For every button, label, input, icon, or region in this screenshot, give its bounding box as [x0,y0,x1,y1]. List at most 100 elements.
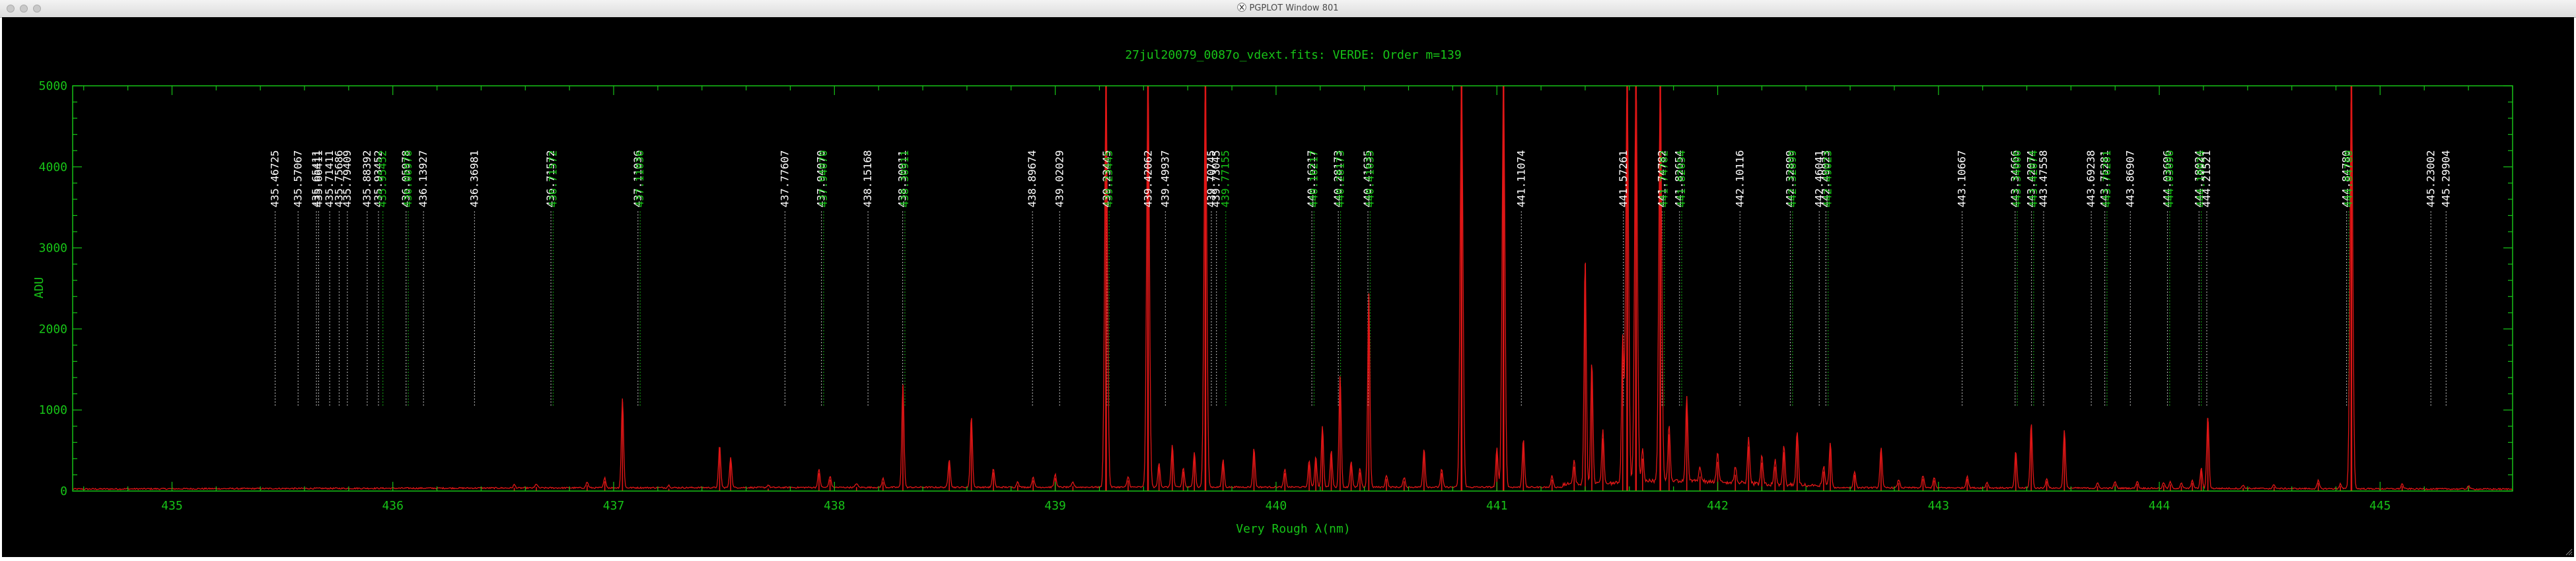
reference-line-label: 439.77155 [1219,150,1232,207]
reference-line-label: 443.10667 [1956,150,1968,207]
reference-line-label: 443.42074 [2025,150,2038,207]
reference-line-label: 443.42074 [2027,150,2040,207]
x-axis-label: Very Rough λ(nm) [1236,522,1350,536]
close-window-button[interactable] [7,5,15,13]
reference-line-label: 443.34666 [2011,150,2023,207]
spectrum-trace [72,85,2513,491]
reference-line-label: 443.76281 [2100,150,2113,207]
y-tick-label: 3000 [39,242,67,255]
reference-line-label: 437.94070 [815,150,828,207]
reference-line-label: 441.74782 [1658,150,1670,207]
reference-line-label: 444.18024 [2195,150,2207,207]
reference-line-label: 440.16217 [1305,150,1318,207]
window-titlebar: PGPLOT Window 801 [0,0,2576,18]
reference-line-label: 438.89674 [1026,150,1038,207]
reference-line-label: 437.11036 [631,150,644,207]
minimize-window-button[interactable] [20,5,28,13]
reference-line-label: 441.57261 [1617,150,1629,207]
window-title-area: PGPLOT Window 801 [0,0,2576,17]
x-tick-label: 439 [1044,499,1066,513]
reference-line-label: 438.15168 [861,150,874,207]
reference-line-label: 436.05978 [400,150,412,207]
reference-line-label: 442.46041 [1812,150,1825,207]
pgplot-canvas: 435 436 437 438 439 440 441 442 443 444 445 0 1000 20… [2,17,2574,557]
reference-line-label: 439.02029 [1053,150,1065,207]
reference-line-label: 443.75281 [2098,150,2111,207]
reference-line-label: 439.73045 [1210,150,1223,207]
reference-line-label: 444.21521 [2200,150,2213,207]
reference-line-label: 439.70745 [1205,150,1217,207]
x-tick-label: 441 [1486,499,1508,513]
reference-line-label: 441.11074 [1515,150,1527,207]
x-tick-label: 443 [1928,499,1950,513]
reference-line-label: 435.46725 [269,150,281,207]
reference-line-label: 438.30911 [898,150,911,207]
reference-line-label: 442.32899 [1786,150,1799,207]
x-tick-label: 444 [2149,499,2170,513]
reference-line-label: 435.71411 [323,150,336,207]
reference-line-label: 445.29904 [2439,150,2452,207]
reference-line-label: 442.49023 [1819,150,1832,207]
reference-line-label: 437.11036 [633,150,646,207]
reference-line-label: 443.47558 [2037,150,2050,207]
reference-line-label: 435.79409 [341,150,353,207]
reference-line-label: 439.23445 [1102,150,1115,207]
reference-line-label: 445.23002 [2424,150,2437,207]
reference-line-label: 436.71572 [546,150,559,207]
y-tick-label: 1000 [39,403,67,417]
spectrum-plot: 435 436 437 438 439 440 441 442 443 444 445 0 1000 20… [32,48,2513,536]
reference-line-label: 444.84780 [2342,150,2355,207]
y-tick-label: 4000 [39,160,67,174]
reference-line-label: 440.41635 [1361,150,1374,207]
reference-line-label: 444.03696 [2163,150,2176,207]
reference-line-label: 444.84780 [2340,150,2353,207]
reference-line-label: 437.94070 [817,150,830,207]
reference-line-label: 441.82654 [1673,150,1686,207]
reference-line-label: 439.23445 [1100,150,1113,207]
resize-grip-icon[interactable] [2565,548,2573,556]
x-tick-label: 440 [1266,499,1287,513]
chart-title: 27jul20079_0087o_vdext.fits: VERDE: Orde… [1125,48,1461,62]
reference-line-label: 436.13927 [417,150,429,207]
window-title: PGPLOT Window 801 [1249,3,1339,13]
reference-line-label: 444.03696 [2161,150,2173,207]
reference-line-label: 443.34666 [2009,150,2021,207]
reference-line-label: 440.28173 [1334,150,1347,207]
x-tick-label: 445 [2369,499,2391,513]
reference-line-label: 435.93452 [372,150,384,207]
y-tick-label: 2000 [39,322,67,336]
reference-line-label: 442.10116 [1733,150,1746,207]
x-tick-label: 435 [161,499,183,513]
y-tick-label: 5000 [39,79,67,93]
reference-line-label: 435.66411 [312,150,324,207]
plot-frame [72,85,2513,492]
reference-line-label: 435.65411 [310,150,322,207]
reference-line-label: 443.69238 [2085,150,2097,207]
reference-line-label: 443.86907 [2124,150,2136,207]
x-tick-label: 442 [1707,499,1729,513]
reference-line-label: 437.77607 [778,150,791,207]
reference-line-label: 439.49937 [1159,150,1171,207]
reference-line-label: 435.88392 [361,150,373,207]
reference-line-label: 436.71572 [544,150,557,207]
reference-line-label: 440.16217 [1307,150,1320,207]
x-tick-label: 438 [824,499,845,513]
x-tick-label: 437 [603,499,625,513]
x11-icon [1237,3,1247,12]
y-tick-label: 0 [60,484,67,498]
reference-line-label: 436.06978 [402,150,414,207]
reference-line-label: 435.75686 [332,150,345,207]
x-tick-label: 436 [382,499,404,513]
reference-line-label: 435.95452 [376,150,389,207]
reference-line-label: 436.36981 [468,150,480,207]
reference-line-label: 438.30911 [896,150,909,207]
reference-line-label: 441.82654 [1675,150,1688,207]
reference-line-label: 442.49023 [1822,150,1834,207]
reference-line-label: 440.28173 [1332,150,1344,207]
y-axis-label: ADU [32,277,46,299]
zoom-window-button[interactable] [33,5,41,13]
reference-line-label: 440.41635 [1363,150,1376,207]
reference-line-label: 439.42062 [1141,150,1154,207]
reference-line-label: 444.18024 [2192,150,2205,207]
reference-line-label: 442.32899 [1784,150,1797,207]
